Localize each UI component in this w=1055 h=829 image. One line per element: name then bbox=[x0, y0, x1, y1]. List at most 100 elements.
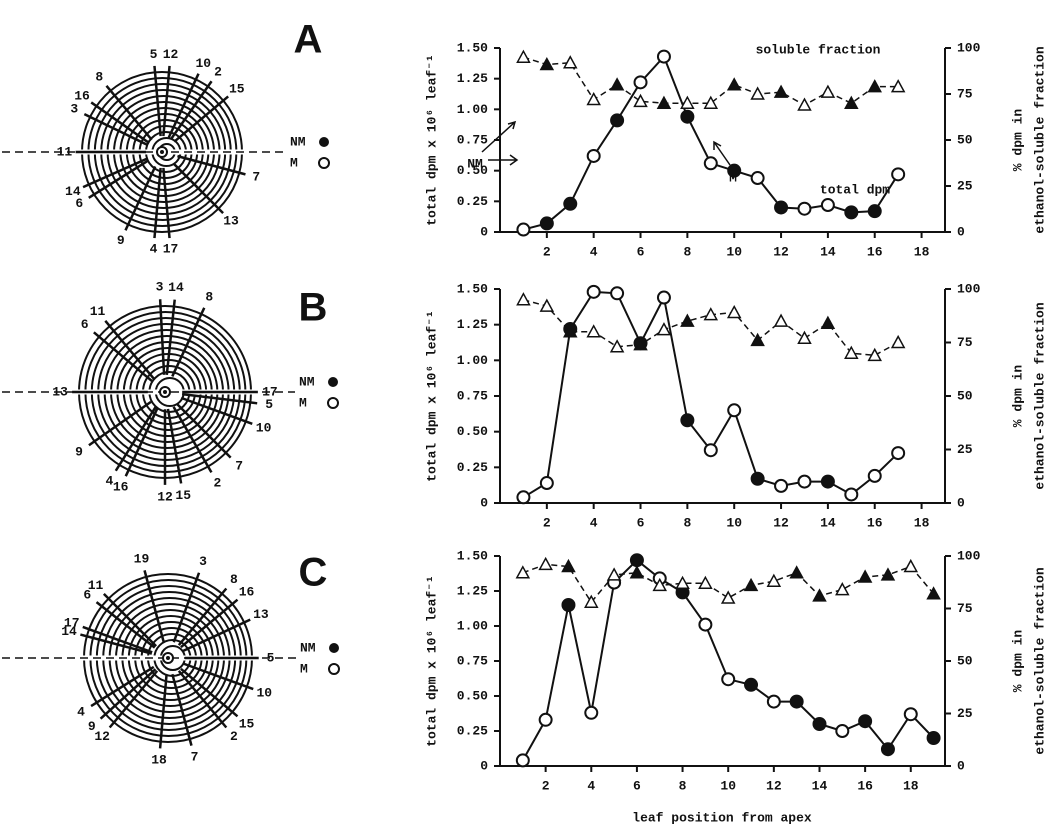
y-tick-label: 0.50 bbox=[457, 424, 488, 439]
leaf-line bbox=[172, 406, 213, 474]
leaf-line bbox=[180, 598, 239, 649]
point bbox=[515, 565, 531, 579]
point bbox=[844, 345, 859, 359]
x-tick-label: 4 bbox=[587, 778, 595, 793]
leaf-line bbox=[143, 570, 165, 643]
point bbox=[680, 109, 695, 124]
y2-tick-label: 25 bbox=[957, 706, 973, 721]
point bbox=[857, 569, 873, 583]
leaf-label: 8 bbox=[205, 289, 213, 304]
point bbox=[867, 204, 882, 219]
y-tick-label: 0 bbox=[480, 758, 488, 773]
point bbox=[744, 677, 759, 692]
leaf-label: 13 bbox=[52, 384, 68, 399]
y-tick-label: 1.50 bbox=[457, 548, 488, 563]
point bbox=[515, 753, 530, 768]
leaf-label: 3 bbox=[156, 280, 164, 295]
point bbox=[750, 471, 765, 486]
legend-label: NM bbox=[300, 640, 316, 655]
y-tick-label: 1.25 bbox=[457, 71, 488, 86]
point bbox=[750, 332, 765, 347]
point bbox=[789, 694, 804, 709]
leaf-line bbox=[124, 407, 159, 477]
point bbox=[867, 347, 883, 362]
leaf-label: 4 bbox=[150, 242, 158, 257]
y-tick-label: 0.25 bbox=[457, 194, 488, 209]
point bbox=[538, 712, 553, 727]
leaf-line bbox=[99, 668, 157, 720]
point bbox=[584, 705, 599, 720]
point bbox=[926, 731, 941, 745]
leaf-label: 2 bbox=[214, 64, 222, 79]
point bbox=[609, 77, 625, 91]
leaf-label: 4 bbox=[77, 705, 85, 720]
point bbox=[743, 577, 759, 592]
leaf-line bbox=[180, 396, 253, 425]
y-tick-label: 0.25 bbox=[457, 460, 488, 475]
x-tick-label: 2 bbox=[543, 515, 551, 530]
x-tick-label: 8 bbox=[679, 778, 687, 793]
leaf-label: 16 bbox=[239, 585, 255, 600]
leaf-line bbox=[173, 95, 229, 143]
leaf-label: 14 bbox=[168, 280, 184, 295]
y-axis-label: total dpm x 10⁶ leaf⁻¹ bbox=[424, 575, 439, 747]
leaf-line bbox=[180, 667, 239, 718]
leaf-label: 8 bbox=[230, 572, 238, 587]
y2-tick-label: 50 bbox=[957, 132, 973, 147]
point bbox=[903, 558, 919, 573]
leaf-line bbox=[90, 101, 150, 144]
point bbox=[516, 222, 531, 237]
point bbox=[675, 575, 690, 590]
y-axis-label: total dpm x 10⁶ leaf⁻¹ bbox=[424, 310, 439, 482]
y-tick-label: 1.00 bbox=[457, 618, 488, 633]
leaf-label: 17 bbox=[262, 384, 278, 399]
x-tick-label: 6 bbox=[633, 778, 641, 793]
leaf-label: 7 bbox=[252, 170, 260, 185]
point bbox=[844, 95, 859, 109]
point bbox=[766, 694, 781, 709]
point bbox=[891, 446, 906, 461]
point bbox=[698, 575, 713, 590]
arrow bbox=[713, 140, 731, 166]
leaf-line bbox=[176, 403, 232, 459]
leaf-line bbox=[177, 670, 228, 729]
point bbox=[797, 330, 812, 344]
point bbox=[516, 49, 531, 63]
legend-marker bbox=[329, 643, 339, 653]
y2-tick-label: 100 bbox=[957, 281, 981, 296]
leaf-line bbox=[182, 618, 251, 653]
leaf-line bbox=[93, 331, 153, 382]
legend-label: M bbox=[300, 661, 308, 676]
point bbox=[584, 594, 599, 608]
x-tick-label: 18 bbox=[903, 778, 919, 793]
legend-marker bbox=[318, 157, 330, 169]
series-line bbox=[522, 290, 899, 499]
y2-tick-label: 0 bbox=[957, 495, 965, 510]
point bbox=[703, 443, 718, 458]
point bbox=[820, 84, 836, 98]
y2-tick-label: 75 bbox=[957, 86, 973, 101]
point bbox=[586, 148, 601, 163]
legend-marker bbox=[319, 137, 329, 147]
leaf-line bbox=[181, 392, 258, 405]
point bbox=[766, 573, 782, 587]
leaf-label: 12 bbox=[163, 47, 179, 62]
point bbox=[726, 304, 742, 319]
leaf-line bbox=[88, 400, 152, 447]
y2-tick-label: 75 bbox=[957, 335, 973, 350]
point bbox=[812, 717, 827, 731]
panel-letter: C bbox=[299, 551, 328, 595]
point bbox=[539, 298, 555, 312]
leaf-line bbox=[158, 299, 166, 375]
leaf-label: 16 bbox=[113, 480, 129, 495]
x-tick-label: 14 bbox=[812, 778, 828, 793]
x-tick-label: 14 bbox=[820, 515, 836, 530]
point bbox=[844, 205, 859, 220]
point bbox=[812, 588, 827, 602]
x-tick-label: 10 bbox=[726, 515, 742, 530]
point bbox=[926, 586, 941, 600]
leaf-label: 8 bbox=[95, 70, 103, 85]
y2-tick-label: 25 bbox=[957, 178, 973, 193]
leaf-label: 14 bbox=[65, 184, 81, 199]
y2-tick-label: 75 bbox=[957, 601, 973, 616]
